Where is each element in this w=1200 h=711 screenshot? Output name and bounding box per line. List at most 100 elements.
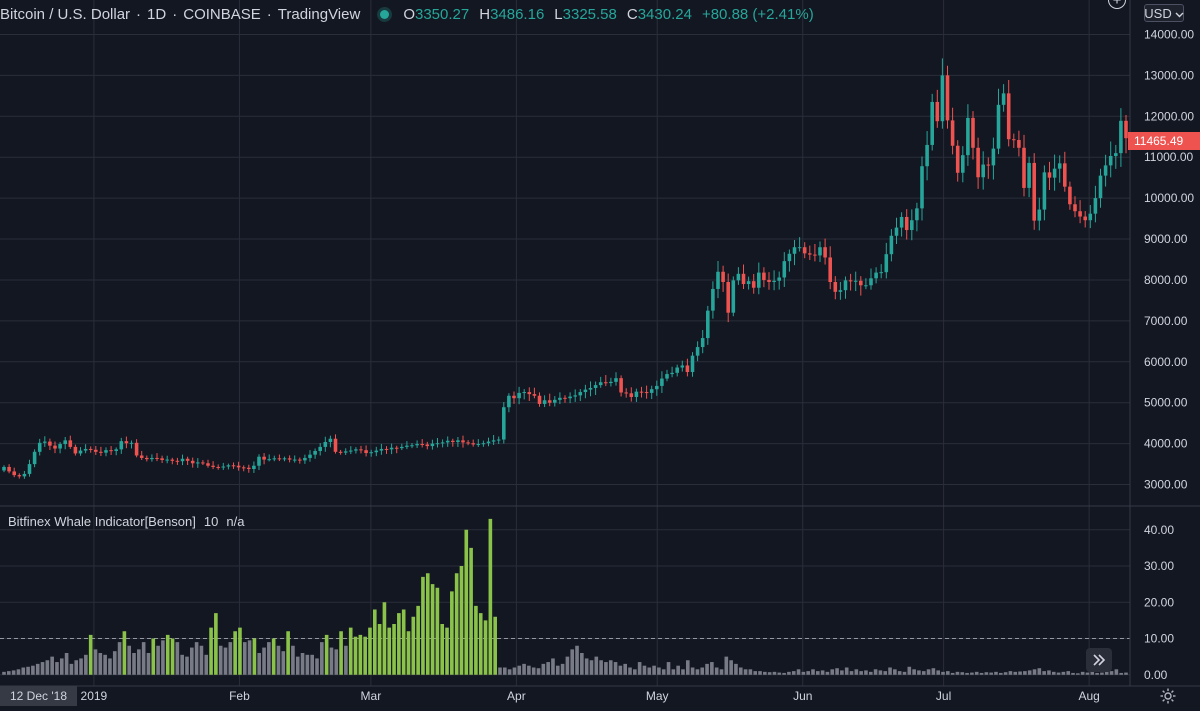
candle-body	[180, 458, 185, 462]
indicator-bar	[324, 634, 329, 675]
indicator-tick-label: 30.00	[1144, 559, 1174, 573]
indicator-bar	[753, 671, 758, 675]
candle-body	[32, 451, 37, 465]
candle-body	[257, 456, 261, 466]
candle-body	[522, 392, 526, 394]
candle-body	[716, 271, 720, 289]
indicator-bar	[618, 665, 623, 675]
indicator-bar	[604, 662, 608, 675]
candle-body	[226, 465, 231, 467]
indicator-bar	[806, 671, 810, 675]
indicator-bar	[1066, 671, 1071, 675]
candle-body	[236, 465, 241, 468]
indicator-bar	[156, 645, 160, 675]
candle-body	[884, 254, 889, 273]
indicator-bar	[685, 660, 690, 675]
indicator-bar	[267, 642, 271, 675]
candle-body	[104, 450, 108, 453]
candle-body	[706, 310, 710, 339]
gear-icon[interactable]	[1160, 688, 1176, 704]
candle-body	[415, 444, 419, 446]
candle-body	[731, 280, 736, 313]
currency-button[interactable]: USD	[1144, 4, 1184, 22]
indicator-bar	[26, 666, 30, 675]
indicator-bar	[531, 667, 536, 675]
indicator-bar	[305, 654, 310, 675]
candle-body	[185, 458, 190, 461]
indicator-bar	[580, 653, 584, 675]
candle-body	[150, 457, 154, 460]
candle-body	[966, 117, 970, 156]
indicator-name[interactable]: Bitfinex Whale Indicator[Benson]	[8, 514, 196, 529]
indicator-bar	[1085, 672, 1090, 675]
indicator-bar	[214, 613, 218, 675]
indicator-bar	[132, 653, 136, 675]
candle-body	[287, 458, 292, 460]
indicator-bar	[998, 672, 1003, 675]
symbol-name[interactable]: Bitcoin / U.S. Dollar	[0, 5, 131, 23]
candle-body	[456, 440, 460, 442]
indicator-bar	[141, 642, 146, 675]
separator-dot: ·	[136, 5, 142, 23]
interval-label[interactable]: 1D	[147, 5, 167, 23]
indicator-bar	[165, 634, 170, 675]
indicator-bar	[271, 638, 276, 675]
candle-body	[813, 254, 817, 256]
candle-body	[649, 389, 654, 393]
indicator-bar	[387, 627, 392, 675]
candle-body	[935, 101, 940, 122]
indicator-bar	[411, 616, 416, 675]
indicator-bar	[763, 671, 767, 675]
candle-body	[726, 282, 730, 313]
indicator-bar	[738, 667, 743, 675]
candle-body	[629, 393, 634, 397]
indicator-bar	[50, 656, 54, 675]
indicator-bar	[801, 671, 806, 675]
indicator-bar	[820, 670, 825, 675]
indicator-bar	[796, 669, 801, 675]
close-value: 3430.24	[637, 5, 692, 23]
scroll-to-realtime-button[interactable]	[1086, 648, 1112, 672]
indicator-bar	[984, 672, 989, 675]
indicator-bar	[35, 663, 40, 675]
indicator-bar	[681, 669, 685, 675]
indicator-bar	[917, 670, 921, 675]
candle-body	[124, 441, 129, 444]
indicator-bar	[430, 584, 435, 675]
indicator-legend[interactable]: Bitfinex Whale Indicator[Benson] 10 n/a	[8, 514, 244, 529]
candle-body	[945, 75, 950, 121]
candle-body	[604, 382, 608, 384]
candle-body	[792, 247, 797, 254]
candle-body	[17, 475, 22, 477]
candle-body	[318, 446, 322, 451]
indicator-bar	[613, 662, 618, 675]
price-tick-label: 11000.00	[1144, 150, 1193, 164]
indicator-bar	[238, 627, 242, 675]
candle-body	[22, 473, 27, 477]
indicator-bar	[527, 665, 531, 675]
candle-body	[833, 282, 838, 292]
indicator-bar	[151, 638, 156, 675]
candle-body	[440, 442, 445, 444]
indicator-bar	[1008, 671, 1013, 675]
indicator-bar	[912, 669, 916, 675]
indicator-bar	[329, 647, 334, 675]
candle-body	[996, 104, 1001, 149]
candle-body	[609, 381, 613, 384]
candle-body	[476, 444, 481, 446]
indicator-bar	[883, 671, 888, 675]
candle-body	[491, 440, 496, 442]
indicator-bar	[368, 627, 372, 675]
candle-body	[155, 457, 159, 459]
candle-body	[986, 164, 991, 166]
indicator-bar	[1061, 671, 1066, 675]
candle-body	[262, 456, 266, 460]
indicator-tick-label: 20.00	[1144, 595, 1174, 609]
price-tick-label: 4000.00	[1144, 437, 1188, 451]
indicator-bar	[117, 642, 122, 675]
indicator-bar	[233, 631, 237, 675]
indicator-bar	[512, 667, 517, 675]
indicator-bar	[907, 666, 912, 675]
